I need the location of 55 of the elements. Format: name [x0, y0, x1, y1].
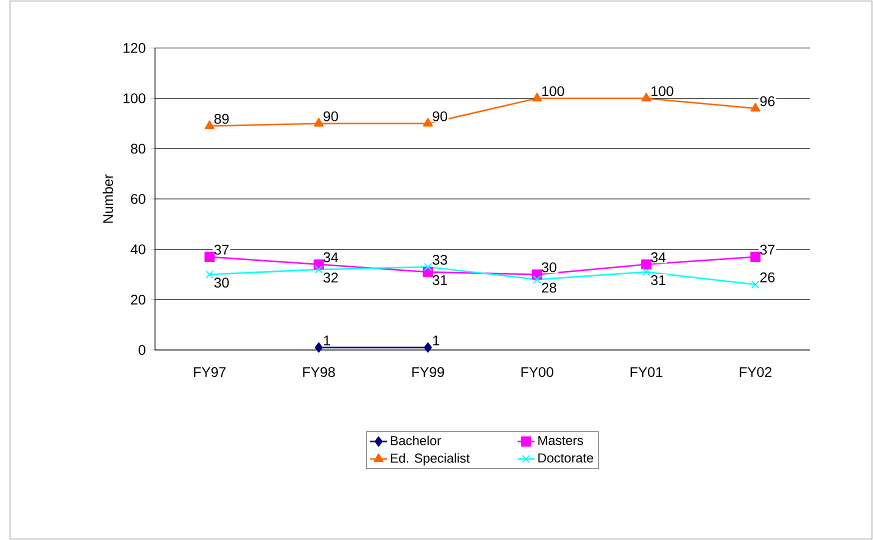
legend-label: Masters [538, 436, 584, 446]
data-label: 31 [432, 275, 448, 286]
data-label: 89 [214, 114, 229, 124]
data-label: 96 [760, 96, 775, 106]
data-label: 37 [214, 244, 229, 255]
legend-label: Bachelor [390, 436, 441, 446]
data-label: 100 [652, 86, 674, 96]
y-tick-label: 120 [124, 43, 146, 53]
y-tick-label: 40 [130, 244, 146, 254]
point [422, 118, 433, 127]
point [314, 118, 324, 127]
x-tick-label: FY99 [412, 367, 444, 378]
point [205, 270, 214, 279]
point [642, 268, 650, 276]
y-tick-label: 80 [130, 144, 146, 154]
point [424, 262, 432, 272]
point [750, 102, 760, 112]
data-label: 34 [323, 252, 338, 262]
point [641, 92, 652, 102]
x-tick-label: FY01 [630, 367, 662, 378]
point [204, 120, 215, 130]
point [641, 259, 652, 270]
data-label: 26 [760, 272, 775, 282]
data-label: 34 [650, 252, 666, 262]
point [424, 342, 432, 353]
data-label: 90 [432, 111, 448, 122]
y-tick-label: 60 [131, 194, 146, 204]
x-tick-label: FY98 [303, 367, 335, 378]
y-tick-label: 100 [124, 93, 146, 104]
data-label: 33 [432, 254, 448, 265]
point [750, 252, 761, 262]
point [532, 92, 542, 102]
legend-label: Ed. Specialist [390, 453, 470, 466]
data-label: 90 [324, 111, 338, 122]
y-tick-label: 20 [131, 294, 146, 305]
data-label: 37 [760, 244, 774, 255]
x-tick-label: FY00 [522, 367, 554, 378]
point [532, 275, 542, 284]
data-label: 1 [324, 336, 330, 346]
x-tick-label: FY97 [194, 367, 226, 378]
point [314, 342, 323, 353]
x-tick-label: FY02 [740, 367, 772, 378]
data-label: 1 [433, 336, 440, 346]
data-label: 28 [542, 282, 556, 293]
data-label: 100 [542, 86, 564, 96]
legend-label: Doctorate [538, 453, 594, 463]
point [751, 280, 760, 289]
y-tick-label: 0 [138, 345, 146, 355]
point [204, 252, 215, 262]
y-axis-title: Number [102, 174, 114, 223]
data-label: 31 [650, 275, 666, 286]
data-label: 30 [542, 262, 556, 272]
data-label: 30 [214, 278, 229, 288]
point [314, 265, 323, 274]
data-label: 32 [323, 272, 338, 283]
